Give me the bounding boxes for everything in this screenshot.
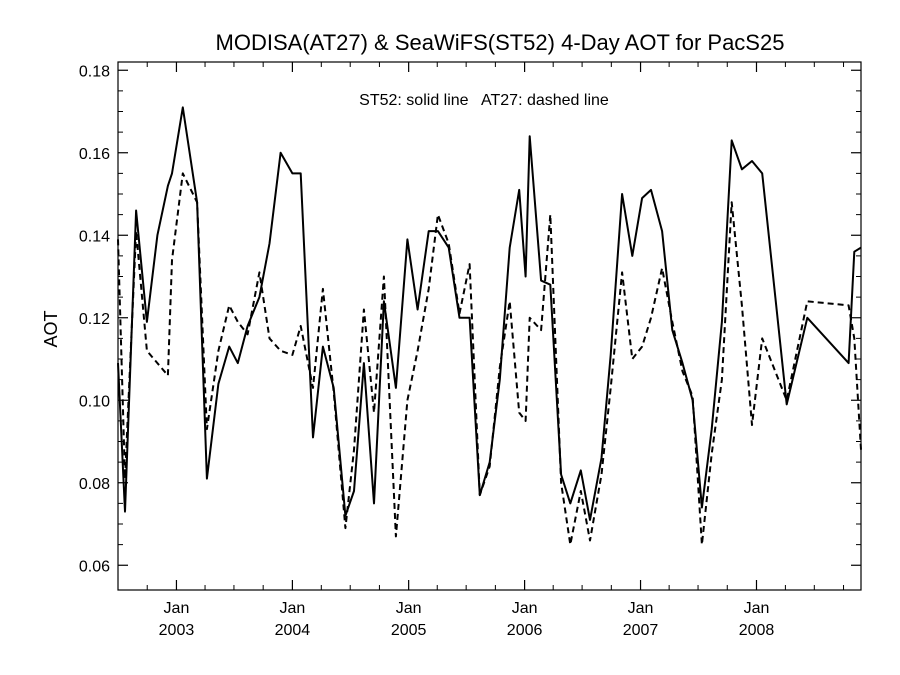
y-tick-label: 0.16 — [79, 146, 110, 163]
chart-title: MODISA(AT27) & SeaWiFS(ST52) 4-Day AOT f… — [216, 30, 785, 55]
x-tick-month-label: Jan — [744, 600, 770, 617]
x-tick-month-label: Jan — [396, 600, 422, 617]
series-style-annotation: ST52: solid line AT27: dashed line — [359, 92, 609, 109]
y-axis-ticks: 0.06 0.08 0.10 0.12 0.14 0.16 0.18 — [79, 63, 861, 575]
x-tick-year-label: 2005 — [391, 622, 427, 639]
x-tick-year-label: 2007 — [623, 622, 659, 639]
y-tick-label: 0.12 — [79, 311, 110, 328]
x-tick-year-label: 2008 — [739, 622, 775, 639]
series-group — [117, 106, 862, 546]
x-tick-month-label: Jan — [279, 600, 305, 617]
plot-frame — [117, 61, 862, 591]
x-axis-ticks: Jan 2003 Jan 2004 Jan 2005 Jan 2006 Jan 2007 Jan 20… — [117, 62, 845, 639]
x-tick-year-label: 2004 — [275, 622, 311, 639]
x-tick-year-label: 2006 — [507, 622, 543, 639]
y-tick-label: 0.18 — [79, 63, 110, 80]
x-tick-month-label: Jan — [628, 600, 654, 617]
x-tick-year-label: 2003 — [159, 622, 195, 639]
x-tick-month-label: Jan — [164, 600, 190, 617]
y-tick-label: 0.14 — [79, 228, 110, 245]
series-line-solid — [117, 106, 862, 521]
y-tick-label: 0.10 — [79, 393, 110, 410]
x-tick-month-label: Jan — [512, 600, 538, 617]
series-line-dashed — [117, 172, 862, 546]
y-tick-label: 0.06 — [79, 558, 110, 575]
y-tick-label: 0.08 — [79, 476, 110, 493]
y-axis-label: AOT — [41, 310, 61, 347]
